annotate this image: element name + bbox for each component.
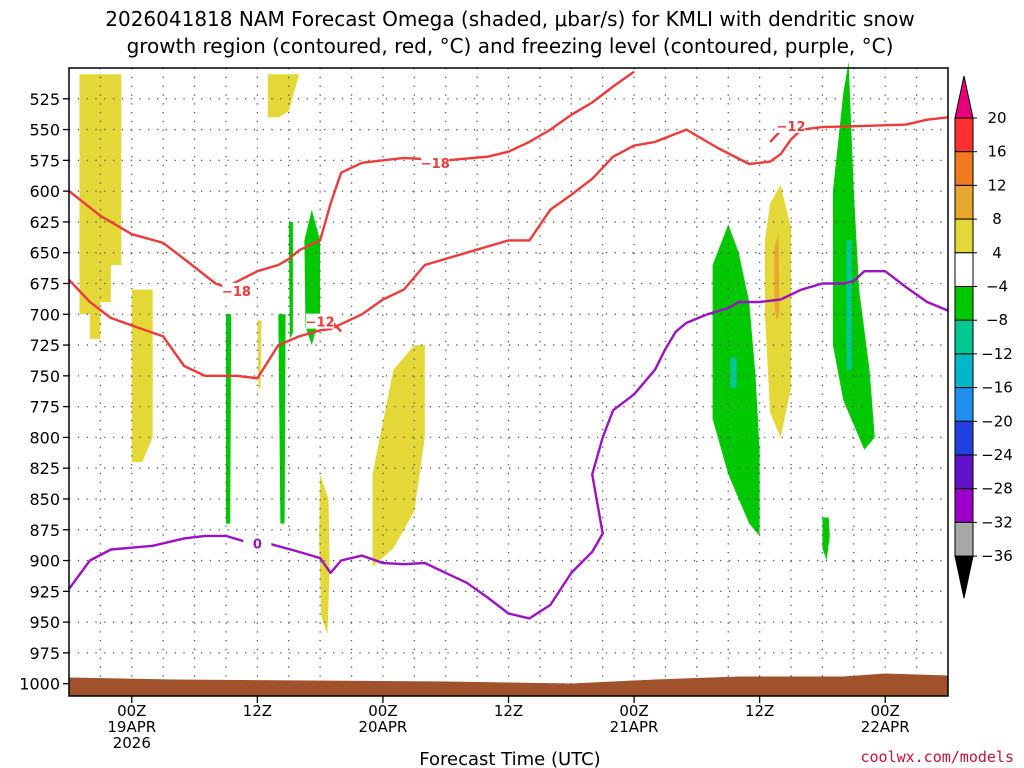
colorbar-swatch-6 — [954, 319, 974, 355]
y-tick-label-700: 700 — [29, 305, 60, 324]
y-tick-label-900: 900 — [29, 552, 60, 571]
x-axis-label: Forecast Time (UTC) — [419, 749, 600, 768]
contour-label-1: −18 — [421, 157, 450, 172]
omega-region-13 — [832, 61, 875, 450]
x-tick-label-0-3: 2026 — [113, 734, 151, 752]
colorbar-top-arrow — [954, 75, 974, 119]
y-tick-label-725: 725 — [29, 336, 60, 355]
omega-region-4 — [319, 474, 330, 635]
plot-background — [69, 68, 948, 696]
y-tick-label-875: 875 — [29, 521, 60, 540]
y-tick-label-675: 675 — [29, 274, 60, 293]
contour-label-4: 0 — [253, 537, 262, 552]
colorbar-swatch-11 — [954, 488, 974, 523]
contour-label-3: −12 — [777, 120, 806, 135]
colorbar-swatch-7 — [954, 353, 974, 389]
colorbar-label-4: 4 — [992, 244, 1002, 262]
chart-title-line-2: growth region (contoured, red, °C) and f… — [127, 34, 894, 58]
contour-label-bg-0 — [222, 282, 251, 298]
colorbar-swatch-5 — [954, 286, 974, 321]
colorbar-legend: 20 16 12 8 4 −4 −8 −12 −16 −20 −24 −28 −32 −36 — [954, 75, 1013, 599]
colorbar-swatch-3 — [954, 218, 974, 254]
colorbar-label-6: −8 — [986, 311, 1008, 329]
x-tick-label-4-1: 00Z — [619, 702, 648, 720]
colorbar-bottom-arrow — [954, 555, 974, 599]
colorbar-label-1: 16 — [987, 143, 1006, 161]
x-tick-label-0-2: 19APR — [107, 718, 156, 736]
y-tick-label-625: 625 — [29, 213, 60, 232]
chart-title: 2026041818 NAM Forecast Omega (shaded, μ… — [105, 7, 914, 58]
colorbar-swatch-4 — [954, 252, 974, 288]
contour-label-bg-2 — [306, 313, 335, 329]
surface-band — [69, 673, 948, 696]
colorbar-label-3: 8 — [992, 210, 1002, 228]
y-tick-label-600: 600 — [29, 182, 60, 201]
colorbar-swatch-10 — [954, 454, 974, 490]
surface-terrain-band — [69, 673, 948, 696]
omega-region-10 — [288, 221, 293, 339]
y-tick-label-825: 825 — [29, 459, 60, 478]
y-tick-label-775: 775 — [29, 398, 60, 417]
credit-text: coolwx.com/models — [860, 748, 1014, 766]
y-tick-label-650: 650 — [29, 244, 60, 263]
x-tick-label-0-1: 00Z — [117, 702, 146, 720]
x-tick-label-1-1: 12Z — [243, 702, 272, 720]
x-tick-label-3-1: 12Z — [494, 702, 523, 720]
colorbar-label-7: −12 — [981, 345, 1013, 363]
omega-region-15 — [730, 357, 737, 389]
colorbar-label-0: 20 — [987, 109, 1006, 127]
omega-region-1 — [131, 289, 153, 462]
omega-region-16 — [846, 240, 852, 370]
x-tick-label-6-2: 22APR — [861, 718, 910, 736]
colorbar-label-2: 12 — [987, 176, 1006, 194]
omega-region-0 — [79, 74, 122, 339]
omega-region-5 — [372, 345, 425, 567]
y-axis-pressure-ticks: 525 550 575 600 625 650 675 700 725 750 775 800 825 8… — [19, 90, 69, 694]
colorbar-swatch-2 — [954, 184, 974, 220]
omega-region-8 — [226, 314, 232, 524]
y-tick-label-525: 525 — [29, 90, 60, 109]
y-tick-label-925: 925 — [29, 582, 60, 601]
x-tick-label-6-1: 00Z — [871, 702, 900, 720]
chart-title-line-1: 2026041818 NAM Forecast Omega (shaded, μ… — [105, 7, 914, 31]
x-tick-label-2-1: 00Z — [368, 702, 397, 720]
omega-region-14 — [822, 517, 830, 561]
colorbar-label-9: −20 — [981, 412, 1013, 430]
y-tick-label-550: 550 — [29, 121, 60, 140]
colorbar-label-10: −24 — [981, 446, 1013, 464]
y-tick-label-950: 950 — [29, 613, 60, 632]
colorbar-swatch-9 — [954, 420, 974, 456]
contour-label-bg-1 — [421, 154, 450, 170]
y-tick-label-1000: 1000 — [19, 675, 60, 694]
colorbar-label-8: −16 — [981, 379, 1013, 397]
contour-label-bg-3 — [777, 117, 806, 133]
contour-line-0 — [68, 70, 635, 289]
y-tick-label-975: 975 — [29, 644, 60, 663]
y-tick-label-850: 850 — [29, 490, 60, 509]
y-tick-label-800: 800 — [29, 428, 60, 447]
colorbar-label-11: −28 — [981, 480, 1013, 498]
y-tick-label-750: 750 — [29, 367, 60, 386]
contour-lines: −18 −18 −12 −12 0 — [68, 70, 949, 620]
x-tick-label-2-2: 20APR — [359, 718, 408, 736]
x-tick-label-4-2: 21APR — [610, 718, 659, 736]
contour-label-2: −12 — [306, 316, 335, 331]
omega-region-9 — [278, 314, 286, 524]
colorbar-label-12: −32 — [981, 513, 1013, 531]
colorbar-label-5: −4 — [986, 278, 1008, 296]
y-tick-label-575: 575 — [29, 151, 60, 170]
contour-line-1 — [68, 116, 949, 380]
colorbar-swatch-1 — [954, 151, 974, 186]
colorbar-swatch-12 — [954, 521, 974, 557]
colorbar-swatch-8 — [954, 387, 974, 422]
contour-label-bg-4 — [243, 535, 272, 551]
plot-area — [69, 68, 948, 696]
omega-region-2 — [267, 74, 300, 118]
x-tick-label-5-1: 12Z — [745, 702, 774, 720]
colorbar-label-13: −36 — [981, 547, 1013, 565]
colorbar-swatch-0 — [954, 117, 974, 153]
contour-label-0: −18 — [222, 285, 251, 300]
